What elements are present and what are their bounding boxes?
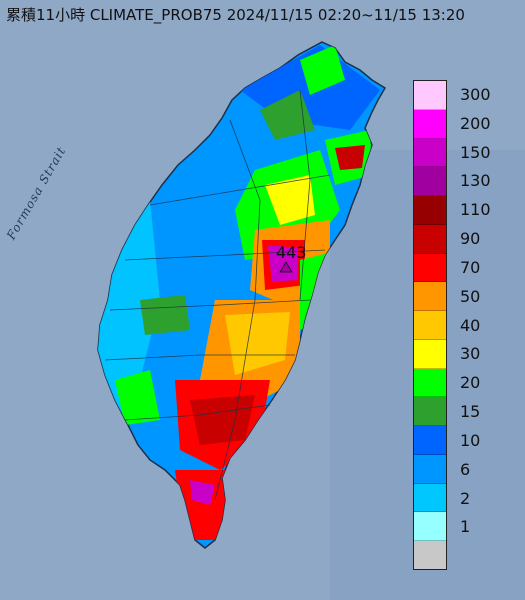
peak-value-label: 443 <box>276 243 307 262</box>
legend-swatch <box>414 541 446 570</box>
legend-swatch <box>414 167 446 197</box>
county-boundaries <box>104 89 331 501</box>
legend-label: 10 <box>460 430 481 450</box>
legend-swatch <box>414 81 446 110</box>
legend-label: 200 <box>460 113 491 133</box>
legend-label: 40 <box>460 315 481 335</box>
legend-label: 130 <box>460 171 491 191</box>
legend-swatch <box>414 138 446 168</box>
legend-label: 6 <box>460 459 471 479</box>
legend-swatch <box>414 368 446 398</box>
legend-swatch <box>414 512 446 542</box>
legend-label: 150 <box>460 142 491 162</box>
legend-swatch <box>414 282 446 312</box>
legend-swatch <box>414 109 446 139</box>
legend-label: 300 <box>460 85 491 104</box>
peak-marker <box>279 261 293 273</box>
legend-label: 30 <box>460 344 481 364</box>
legend-label: 1 <box>460 517 471 537</box>
legend-label: 70 <box>460 257 481 277</box>
legend-swatch <box>414 339 446 369</box>
legend-label: 2 <box>460 488 471 508</box>
legend-swatch <box>414 454 446 484</box>
legend-label: 110 <box>460 200 491 220</box>
legend-swatch <box>414 397 446 427</box>
legend-label: 90 <box>460 229 481 249</box>
legend-label: 20 <box>460 373 481 393</box>
legend-swatch <box>414 224 446 254</box>
legend-swatch <box>414 311 446 340</box>
legend-label: 50 <box>460 286 481 306</box>
legend-swatch <box>414 196 446 225</box>
legend-swatch <box>414 426 446 455</box>
legend-swatch <box>414 483 446 513</box>
map-title: 累積11小時 CLIMATE_PROB75 2024/11/15 02:20~1… <box>6 6 465 24</box>
legend-label: 15 <box>460 402 481 422</box>
rainfall-legend-labels: 300 200 150 130 110 90 70 50 40 30 20 15 10 6 2 1 <box>460 87 520 563</box>
rainfall-legend-bar <box>413 80 447 570</box>
legend-swatch <box>414 253 446 283</box>
